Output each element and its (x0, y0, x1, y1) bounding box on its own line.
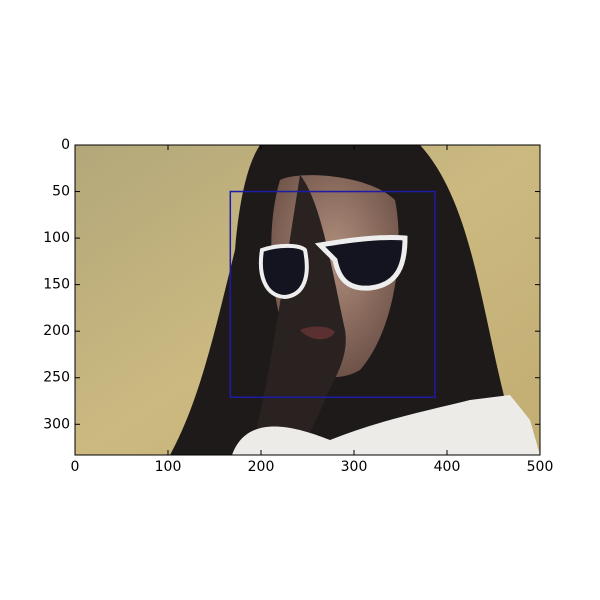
y-tick-label: 0 (61, 137, 70, 153)
x-tick-label: 300 (341, 459, 368, 475)
x-tick-label: 0 (71, 459, 80, 475)
photo (75, 145, 540, 455)
y-tick-label: 50 (52, 184, 70, 200)
axes-frame (74, 144, 541, 456)
y-tick-label: 100 (43, 230, 70, 246)
bounding-box (229, 190, 436, 399)
x-tick-label: 400 (434, 459, 461, 475)
x-tick-label: 500 (527, 459, 554, 475)
x-tick-label: 100 (155, 459, 182, 475)
y-tick-label: 200 (43, 323, 70, 339)
x-tick-label: 200 (248, 459, 275, 475)
y-tick-label: 150 (43, 277, 70, 293)
y-tick-label: 300 (43, 416, 70, 432)
y-tick-label: 250 (43, 370, 70, 386)
